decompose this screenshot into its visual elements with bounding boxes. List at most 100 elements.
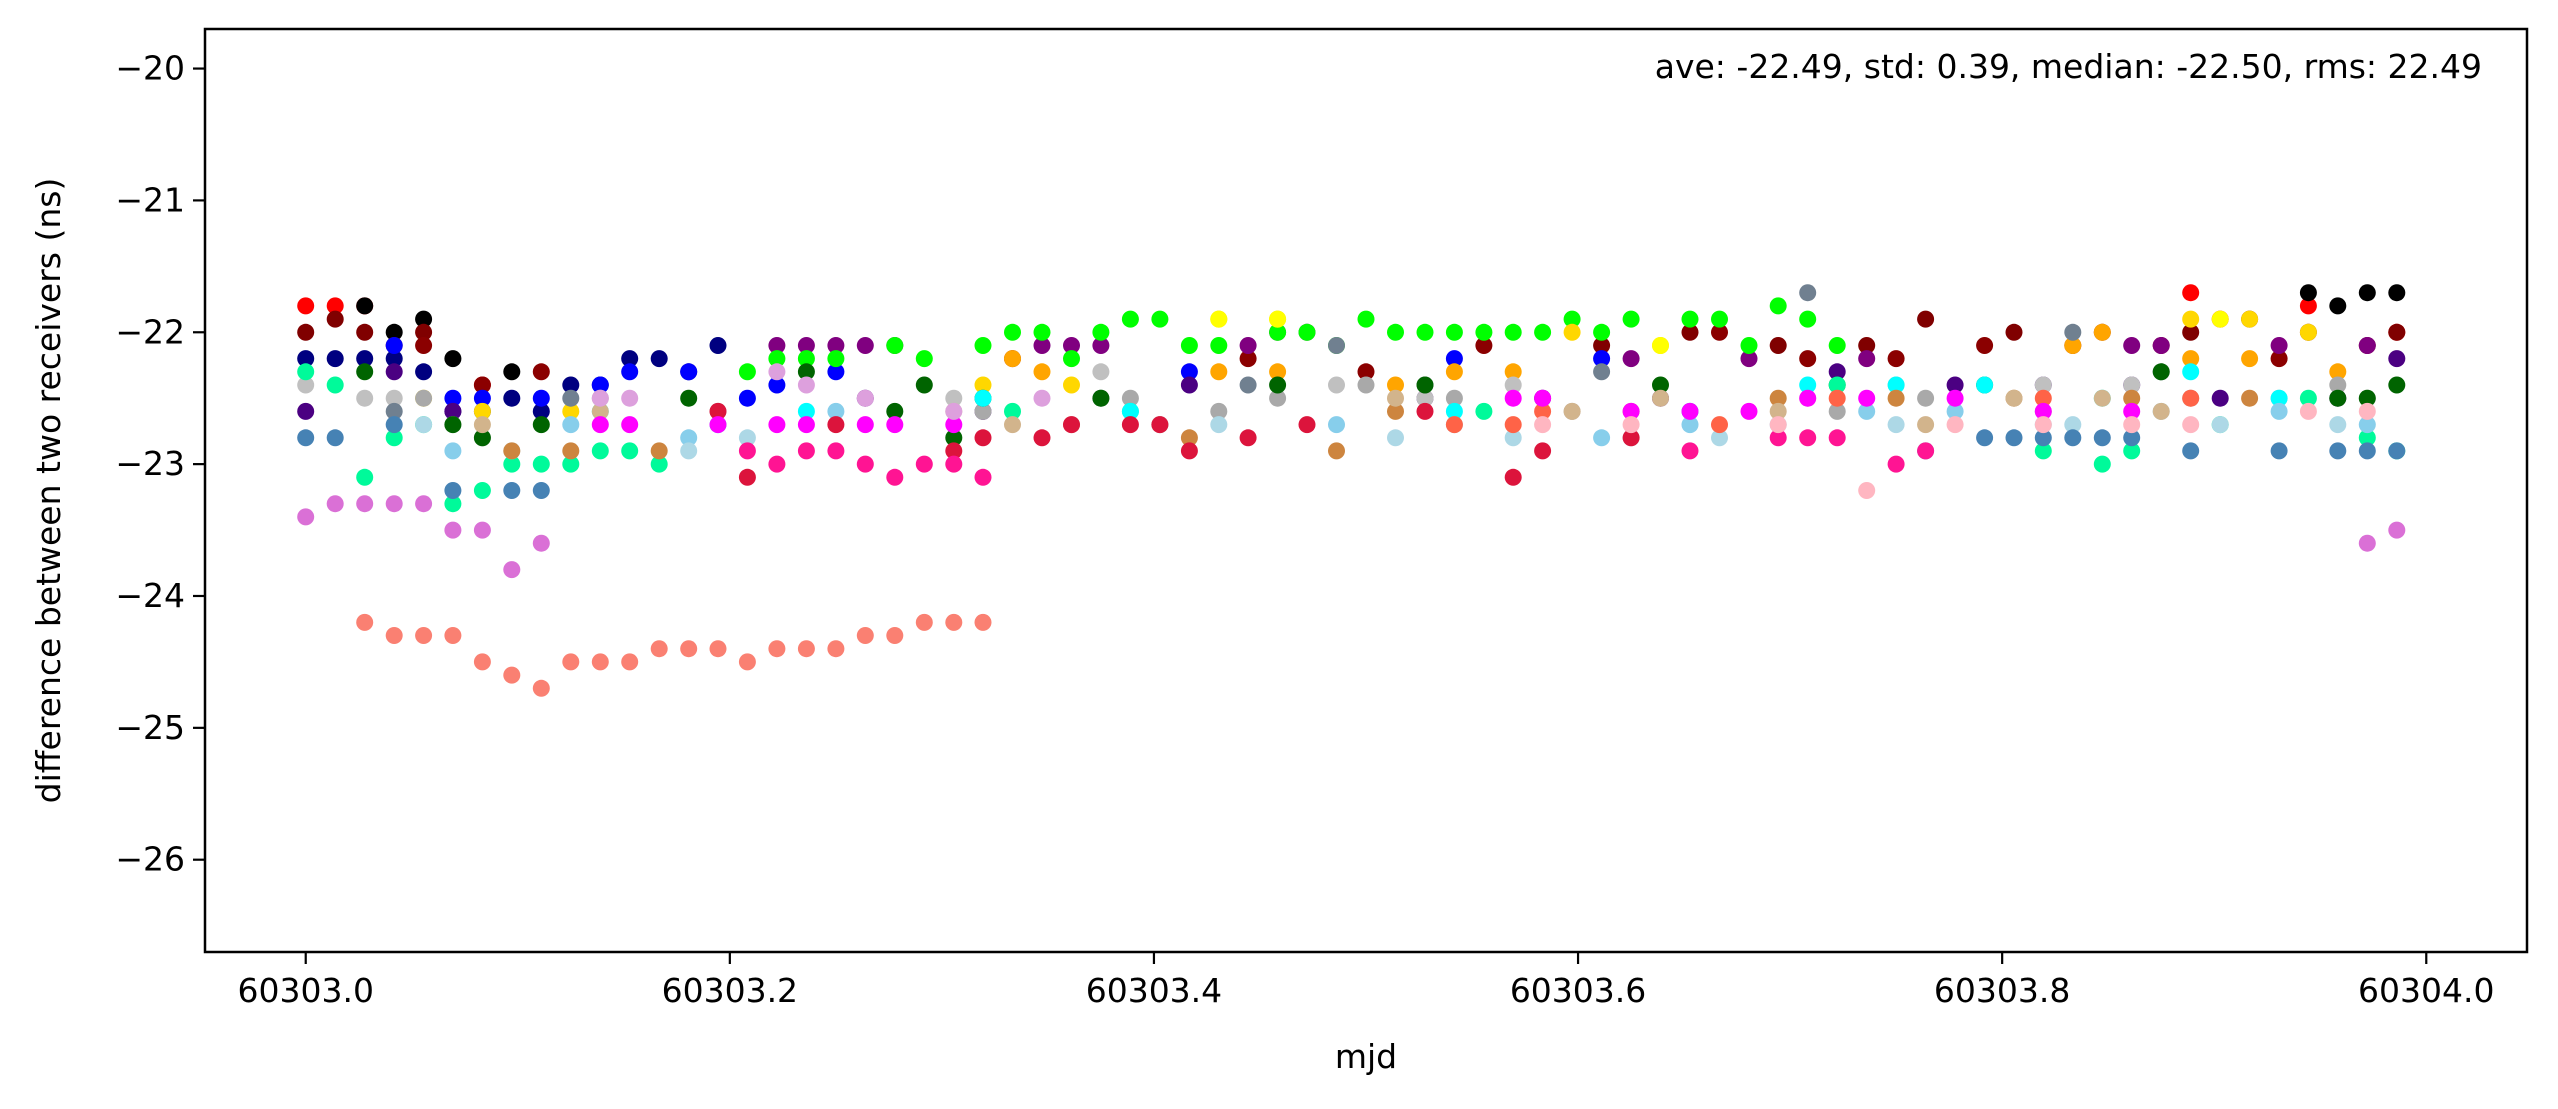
- data-point: [562, 402, 580, 420]
- data-point: [2270, 442, 2288, 460]
- data-point: [1033, 429, 1051, 447]
- data-point: [1063, 416, 1080, 434]
- data-point: [974, 402, 992, 420]
- data-point: [297, 402, 315, 420]
- data-point: [562, 376, 580, 394]
- data-point: [2270, 350, 2288, 368]
- data-point: [1416, 323, 1434, 341]
- data-point: [621, 363, 639, 381]
- data-point: [2182, 416, 2200, 434]
- data-point: [1711, 310, 1728, 328]
- data-point: [1769, 429, 1787, 447]
- data-point: [1357, 310, 1375, 328]
- data-point: [915, 350, 933, 368]
- data-point: [1033, 363, 1051, 381]
- data-point: [650, 640, 668, 658]
- data-point: [1445, 323, 1463, 341]
- data-point: [415, 389, 433, 407]
- data-point: [2182, 442, 2200, 460]
- data-point: [1622, 350, 1640, 368]
- data-point: [503, 482, 521, 499]
- data-point: [1799, 350, 1817, 368]
- data-point: [1681, 442, 1699, 460]
- data-point: [562, 389, 580, 407]
- data-point: [797, 416, 815, 434]
- data-point: [886, 468, 904, 486]
- data-point: [1534, 389, 1552, 407]
- data-point: [1239, 429, 1257, 447]
- plot-border: [203, 27, 2529, 954]
- data-point: [1180, 337, 1198, 354]
- data-point: [2152, 337, 2170, 354]
- data-point: [974, 429, 992, 447]
- data-point: [768, 455, 786, 473]
- data-point: [1593, 350, 1611, 368]
- data-point: [1504, 416, 1522, 434]
- data-point: [1475, 323, 1493, 341]
- data-point: [1917, 442, 1935, 460]
- data-point: [1563, 310, 1581, 328]
- data-point: [856, 389, 874, 407]
- x-axis: 60303.0 60303.2 60303.4 60303.6 60303.8 60304…: [237, 952, 2495, 1010]
- y-tick-label: −20: [115, 49, 185, 88]
- data-point: [886, 337, 904, 354]
- data-point: [297, 376, 315, 394]
- data-point: [1151, 416, 1169, 434]
- data-point: [532, 679, 550, 697]
- data-point: [945, 455, 963, 473]
- data-point: [856, 416, 874, 434]
- data-point: [1445, 389, 1463, 407]
- data-point: [2329, 376, 2347, 394]
- data-point: [2329, 297, 2347, 315]
- data-point: [709, 640, 727, 658]
- data-point: [415, 416, 433, 434]
- data-point: [1387, 402, 1404, 420]
- data-point: [856, 627, 874, 644]
- x-tick-label: 60303.2: [662, 971, 798, 1010]
- data-point: [356, 297, 374, 315]
- data-point: [1681, 323, 1699, 341]
- y-tick-label: −23: [115, 444, 185, 483]
- data-point: [974, 389, 992, 407]
- y-tick-label: −21: [115, 180, 185, 219]
- data-point: [1416, 376, 1434, 394]
- data-point: [1092, 363, 1110, 381]
- data-point: [1799, 284, 1817, 302]
- data-point: [1563, 402, 1581, 420]
- data-point: [2329, 389, 2347, 407]
- data-point: [532, 389, 550, 407]
- data-point: [385, 389, 403, 407]
- data-point: [385, 337, 403, 354]
- data-point: [856, 455, 874, 473]
- data-point: [886, 416, 904, 434]
- data-point: [356, 363, 374, 381]
- data-point: [827, 442, 845, 460]
- data-point: [591, 389, 609, 407]
- data-point: [856, 337, 874, 354]
- data-point: [621, 416, 639, 434]
- data-point: [915, 613, 933, 631]
- data-point: [385, 627, 403, 644]
- data-point: [1298, 416, 1316, 434]
- data-point: [444, 442, 462, 460]
- data-point: [562, 653, 580, 671]
- y-tick-label: −25: [115, 708, 185, 747]
- data-point: [1711, 416, 1728, 434]
- data-point: [2270, 389, 2288, 407]
- data-point: [1092, 323, 1110, 341]
- data-point: [797, 376, 815, 394]
- data-point: [2093, 429, 2111, 447]
- data-point: [1121, 416, 1139, 434]
- data-point: [2005, 429, 2023, 447]
- data-point: [1828, 402, 1846, 420]
- data-point: [2241, 310, 2259, 328]
- data-point: [1387, 389, 1404, 407]
- data-point: [768, 640, 786, 658]
- data-point: [2152, 402, 2170, 420]
- data-point: [1180, 376, 1198, 394]
- data-point: [2064, 429, 2082, 447]
- data-point: [503, 455, 521, 473]
- data-point: [444, 482, 462, 499]
- data-point: [2299, 402, 2317, 420]
